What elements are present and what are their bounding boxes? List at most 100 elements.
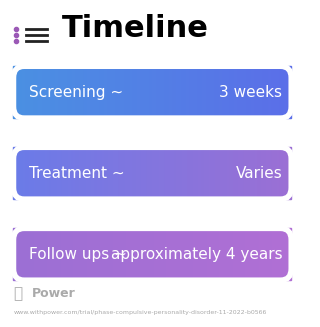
Bar [92, 228, 94, 280]
Bar [201, 147, 202, 199]
Bar [139, 147, 140, 199]
Bar [234, 66, 236, 118]
Bar [198, 66, 200, 118]
Bar [44, 66, 45, 118]
Text: Treatment ~: Treatment ~ [28, 166, 124, 181]
Bar [140, 147, 141, 199]
Bar [141, 228, 143, 280]
Bar [77, 147, 79, 199]
Bar [248, 228, 250, 280]
Bar [59, 147, 61, 199]
Bar [252, 66, 254, 118]
Bar [143, 66, 144, 118]
Bar [156, 66, 158, 118]
Bar [257, 147, 258, 199]
Bar [25, 147, 26, 199]
Bar [145, 147, 147, 199]
Bar [279, 66, 280, 118]
Bar [238, 228, 240, 280]
Bar [226, 147, 227, 199]
Bar [159, 147, 161, 199]
Bar [48, 66, 50, 118]
Bar [88, 147, 90, 199]
Bar [155, 66, 156, 118]
Bar [216, 228, 218, 280]
Bar [282, 66, 283, 118]
Bar [43, 66, 44, 118]
Bar [198, 147, 200, 199]
Bar [120, 147, 122, 199]
Bar [13, 66, 15, 118]
Bar [216, 66, 218, 118]
Bar [83, 228, 84, 280]
Bar [171, 228, 172, 280]
Bar [266, 66, 268, 118]
Bar [184, 147, 186, 199]
Bar [179, 228, 180, 280]
Bar [34, 228, 36, 280]
Bar [124, 228, 126, 280]
Bar [227, 228, 229, 280]
Bar [16, 228, 18, 280]
Bar [159, 228, 161, 280]
Text: Follow ups ~: Follow ups ~ [28, 247, 126, 262]
Bar [236, 228, 237, 280]
Bar [151, 228, 152, 280]
Bar [102, 66, 104, 118]
Bar [130, 228, 132, 280]
Bar [141, 147, 143, 199]
Bar [29, 66, 30, 118]
Bar [172, 228, 173, 280]
Bar [87, 147, 88, 199]
Bar [126, 66, 127, 118]
Bar [166, 228, 168, 280]
Bar [180, 228, 181, 280]
Bar [155, 228, 156, 280]
Bar [137, 228, 139, 280]
Bar [277, 228, 279, 280]
Bar [133, 147, 134, 199]
Bar [86, 66, 87, 118]
Bar [225, 66, 226, 118]
Bar [58, 147, 59, 199]
Bar [212, 147, 213, 199]
Bar [45, 147, 47, 199]
Bar [244, 147, 245, 199]
Bar [220, 228, 222, 280]
Bar [273, 228, 275, 280]
Bar [57, 228, 58, 280]
Bar [213, 66, 215, 118]
Bar [143, 228, 144, 280]
Bar [187, 147, 188, 199]
Bar [90, 147, 91, 199]
Bar [122, 147, 123, 199]
Bar [212, 66, 213, 118]
Bar [222, 66, 223, 118]
Bar [57, 66, 58, 118]
Bar [87, 66, 88, 118]
Bar [272, 66, 273, 118]
Bar [263, 66, 265, 118]
Bar [18, 228, 19, 280]
Bar [208, 228, 209, 280]
Bar [137, 66, 139, 118]
Bar [18, 66, 19, 118]
Bar [268, 66, 269, 118]
Bar [134, 66, 136, 118]
Bar [83, 147, 84, 199]
Bar [282, 147, 283, 199]
Bar [275, 228, 276, 280]
Bar [47, 228, 48, 280]
Bar [286, 66, 287, 118]
Bar [194, 228, 196, 280]
Bar [162, 66, 164, 118]
Bar [237, 228, 238, 280]
Bar [129, 147, 130, 199]
Bar [129, 228, 130, 280]
Bar [55, 66, 57, 118]
Bar [172, 66, 173, 118]
Bar [114, 147, 115, 199]
Bar [123, 228, 124, 280]
Bar [220, 66, 222, 118]
Bar [220, 147, 222, 199]
